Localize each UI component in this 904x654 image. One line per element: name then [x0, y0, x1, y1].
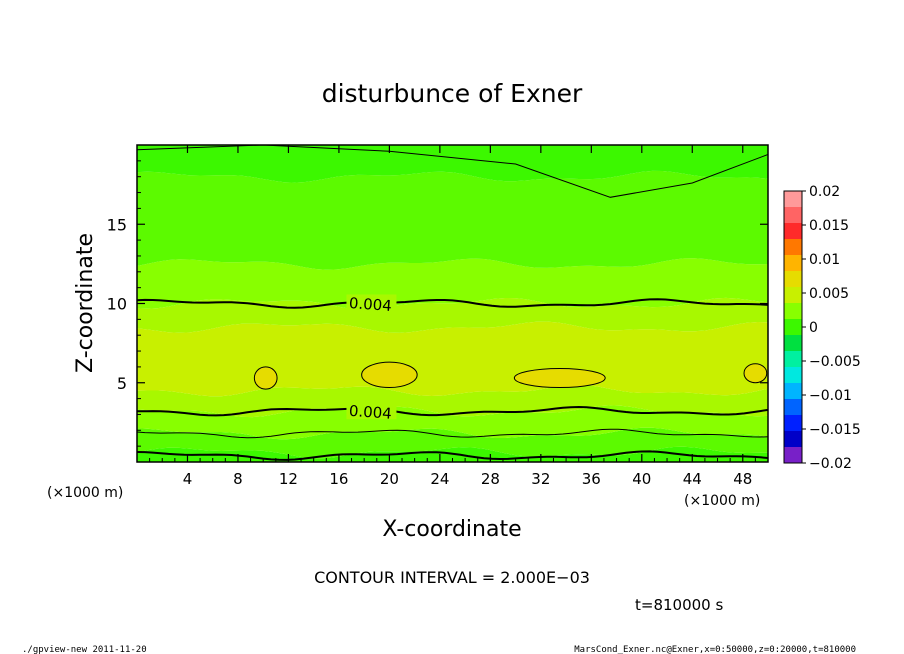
- y-axis-label: Z-coordinate: [73, 233, 98, 373]
- colorbar-swatch: [784, 383, 802, 400]
- y-tick-label: 15: [107, 215, 127, 234]
- colorbar-swatch: [784, 223, 802, 240]
- footer-right: MarsCond_Exner.nc@Exner,x=0:50000,z=0:20…: [574, 645, 856, 654]
- y-tick-label: 10: [107, 295, 127, 314]
- contour-line: [137, 428, 768, 439]
- contour-label: 0.004: [348, 294, 392, 315]
- colorbar-label: 0.015: [809, 218, 849, 234]
- colorbar-label: 0.02: [809, 184, 840, 200]
- colorbar-swatch: [784, 447, 802, 464]
- x-axis-label: X-coordinate: [382, 517, 521, 542]
- contour-line: [137, 405, 768, 417]
- contour-island: [513, 367, 606, 389]
- contour-line: [137, 450, 768, 461]
- contour-band: [137, 405, 768, 440]
- colorbar-swatch: [784, 255, 802, 272]
- colorbar-label: −0.005: [809, 354, 861, 370]
- contour-band: [137, 427, 768, 459]
- colorbar-label: 0: [809, 320, 818, 336]
- x-unit-label-right: (×1000 m): [684, 493, 760, 509]
- y-tick-label: 5: [117, 374, 127, 393]
- colorbar-swatch: [784, 207, 802, 224]
- contour-lines: [137, 145, 768, 461]
- x-tick-label: 12: [279, 470, 298, 488]
- chart-title: disturbunce of Exner: [322, 79, 583, 108]
- x-tick-label: 32: [531, 470, 550, 488]
- contour-label: 0.004: [348, 402, 392, 423]
- contour-band: [137, 258, 768, 310]
- x-tick-label: 16: [329, 470, 348, 488]
- colorbar-swatch: [784, 431, 802, 448]
- colorbar-swatch: [784, 319, 802, 336]
- x-tick-label: 36: [582, 470, 601, 488]
- colorbar-swatch: [784, 239, 802, 256]
- contour-interval-note: CONTOUR INTERVAL = 2.000E−03: [314, 568, 590, 587]
- colorbar-swatch: [784, 399, 802, 416]
- x-tick-label: 28: [481, 470, 500, 488]
- colorbar-label: 0.01: [809, 252, 840, 268]
- x-unit-label-left: (×1000 m): [47, 485, 123, 501]
- contour-island: [743, 363, 768, 384]
- colorbar-swatch: [784, 351, 802, 368]
- colorbar-swatch: [784, 191, 802, 208]
- colorbar-swatch: [784, 415, 802, 432]
- plot-area: [137, 145, 768, 462]
- contour-island: [253, 366, 278, 390]
- contour-band: [137, 297, 768, 333]
- y-axis: 5 10 15: [107, 160, 768, 447]
- colorbar-swatch: [784, 367, 802, 384]
- contour-band: [137, 170, 768, 270]
- x-tick-label: 4: [183, 470, 193, 488]
- x-tick-label: 20: [380, 470, 399, 488]
- colorbar-swatch: [784, 335, 802, 352]
- x-tick-label: 8: [233, 470, 243, 488]
- colorbar-label: −0.01: [809, 388, 852, 404]
- contour-line: [137, 298, 768, 309]
- contour-labels: 0.004 0.004: [346, 294, 397, 423]
- contour-label-bg: [346, 402, 397, 420]
- colorbar: [783, 190, 803, 464]
- contour-label-bg: [346, 294, 397, 312]
- colorbar-swatch: [784, 271, 802, 288]
- colorbar-label: −0.02: [809, 456, 852, 472]
- x-tick-label: 40: [632, 470, 651, 488]
- colorbar-label: 0.005: [809, 286, 849, 302]
- colorbar-labels: 0.02 0.015 0.01 0.005 0 −0.005 −0.01 −0.015 −0.0…: [802, 184, 861, 472]
- contour-band: [137, 321, 768, 397]
- time-note: t=810000 s: [635, 596, 723, 614]
- colorbar-swatch: [784, 287, 802, 304]
- x-tick-label: 44: [683, 470, 702, 488]
- colorbar-label: −0.015: [809, 422, 861, 438]
- contour-band: [137, 145, 768, 183]
- x-tick-label: 48: [733, 470, 752, 488]
- footer-left: ./gpview-new 2011-11-20: [22, 645, 147, 654]
- x-axis: 4 8 12 16 20 24 28 32 36 40 44 48: [149, 145, 756, 488]
- contour-line: [137, 145, 768, 198]
- colorbar-swatch: [784, 303, 802, 320]
- x-tick-label: 24: [430, 470, 449, 488]
- contour-island: [361, 361, 418, 389]
